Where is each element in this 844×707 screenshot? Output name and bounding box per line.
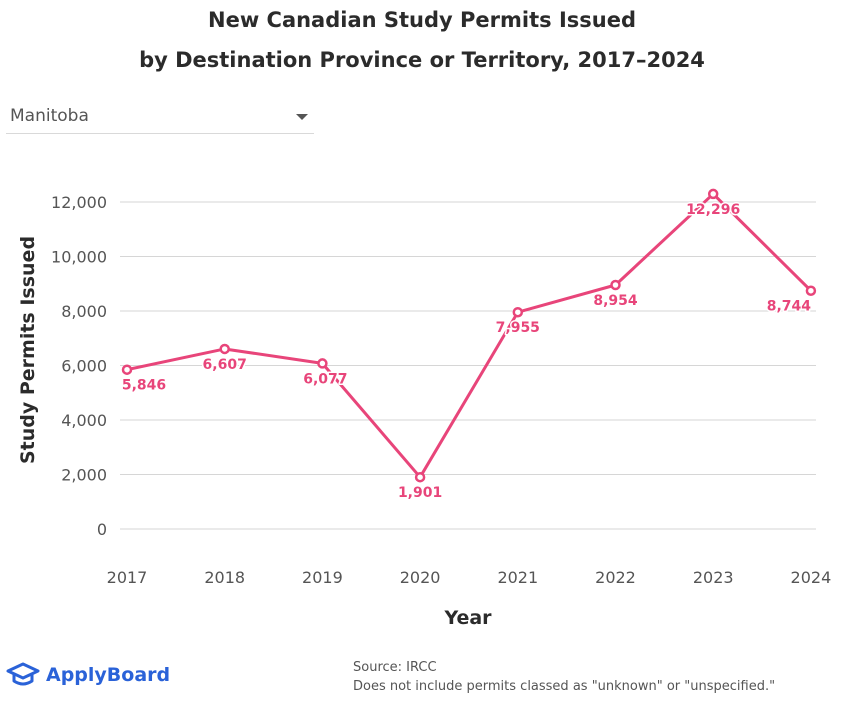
data-label: 1,901 (398, 485, 442, 501)
data-point (414, 471, 426, 483)
data-points (121, 188, 817, 483)
data-label: 12,296 (686, 202, 740, 218)
chart-title-line1: New Canadian Study Permits Issued (208, 8, 636, 32)
data-label: 7,955 (496, 320, 540, 336)
data-point (512, 306, 524, 318)
brand-name: ApplyBoard (46, 664, 171, 686)
data-point (805, 285, 817, 296)
x-tick-label: 2024 (791, 568, 832, 587)
gridlines (120, 201, 816, 530)
x-tick-label: 2018 (204, 568, 245, 587)
chart-title-line2: by Destination Province or Territory, 20… (139, 48, 705, 72)
data-label: 8,954 (593, 293, 638, 309)
series-line (125, 192, 813, 479)
x-tick-label: 2023 (693, 568, 734, 587)
x-tick-label: 2017 (107, 568, 148, 587)
y-tick-label: 6,000 (61, 357, 107, 376)
data-point (219, 343, 230, 355)
chevron-down-icon (296, 114, 308, 120)
x-tick-label: 2020 (400, 568, 441, 587)
source-line: Source: IRCC (353, 660, 437, 675)
y-tick-label: 10,000 (51, 248, 107, 267)
data-point (121, 364, 133, 375)
x-tick-label: 2022 (595, 568, 636, 587)
x-tick-label: 2021 (497, 568, 538, 587)
y-tick-label: 8,000 (61, 302, 107, 321)
source-note: Source: IRCC Does not include permits cl… (353, 658, 775, 696)
data-label: 6,077 (303, 371, 347, 387)
data-point (317, 358, 328, 369)
y-tick-label: 2,000 (61, 466, 107, 485)
data-point (707, 188, 719, 200)
y-tick-label: 4,000 (61, 411, 107, 430)
y-axis-ticks: 0 2,000 4,000 6,000 8,000 10,000 12,000 (51, 193, 107, 539)
graduation-cap-icon (6, 662, 40, 686)
y-tick-label: 0 (97, 520, 107, 539)
data-labels: 5,846 6,607 6,077 1,901 7,955 8,954 12,296 8,74… (120, 200, 812, 502)
x-axis-title: Year (443, 607, 492, 629)
data-label: 5,846 (122, 378, 166, 394)
x-axis-ticks: 2017 2018 2019 2020 2021 2022 2023 2024 (107, 568, 832, 587)
applyboard-logo[interactable]: ApplyBoard (6, 660, 170, 690)
data-label: 6,607 (203, 357, 247, 373)
y-tick-label: 12,000 (51, 193, 107, 212)
data-point (610, 279, 621, 291)
province-dropdown-value: Manitoba (10, 106, 89, 126)
exclusion-note: Does not include permits classed as "unk… (353, 679, 776, 694)
x-tick-label: 2019 (302, 568, 343, 587)
y-axis-title: Study Permits Issued (17, 236, 39, 464)
province-dropdown[interactable]: Manitoba (6, 101, 314, 134)
data-label: 8,744 (767, 299, 812, 315)
